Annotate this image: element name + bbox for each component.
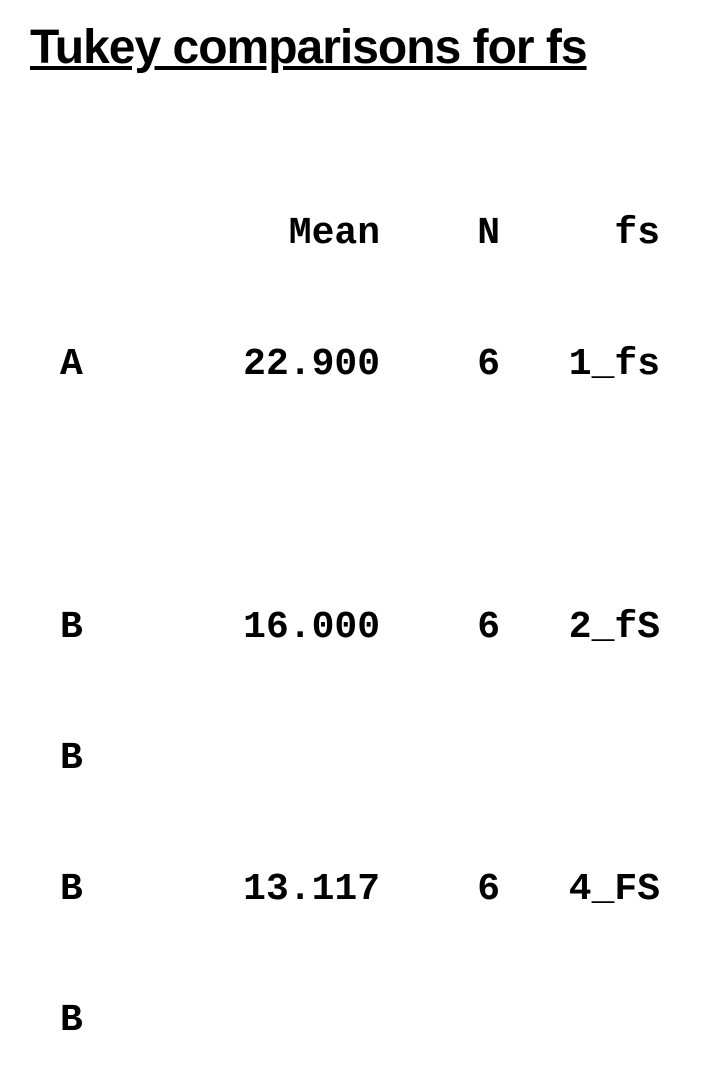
header-fs: fs <box>500 212 660 256</box>
table-row: B <box>60 737 690 781</box>
cell-fs: 4_FS <box>500 868 660 912</box>
cell-fs <box>500 475 660 519</box>
cell-mean <box>190 999 380 1043</box>
table-row: B 13.117 6 4_FS <box>60 868 690 912</box>
cell-n <box>380 737 500 781</box>
table-row: B <box>60 999 690 1043</box>
page-title: Tukey comparisons for fs <box>30 20 690 75</box>
tukey-table: Mean N fs A 22.900 6 1_fs B 16.000 6 2_f… <box>30 125 690 1080</box>
cell-mean: 22.900 <box>190 343 380 387</box>
cell-mean <box>190 737 380 781</box>
header-group <box>60 212 190 256</box>
cell-group <box>60 475 190 519</box>
table-row: A 22.900 6 1_fs <box>60 343 690 387</box>
cell-fs <box>500 737 660 781</box>
cell-group: B <box>60 606 190 650</box>
cell-n <box>380 999 500 1043</box>
table-row: B 16.000 6 2_fS <box>60 606 690 650</box>
header-mean: Mean <box>190 212 380 256</box>
cell-n <box>380 475 500 519</box>
cell-group: B <box>60 737 190 781</box>
cell-group: A <box>60 343 190 387</box>
table-row <box>60 475 690 519</box>
cell-n: 6 <box>380 343 500 387</box>
cell-fs: 1_fs <box>500 343 660 387</box>
cell-mean: 13.117 <box>190 868 380 912</box>
cell-n: 6 <box>380 606 500 650</box>
cell-group: B <box>60 999 190 1043</box>
table-header-row: Mean N fs <box>60 212 690 256</box>
header-n: N <box>380 212 500 256</box>
cell-mean <box>190 475 380 519</box>
cell-n: 6 <box>380 868 500 912</box>
cell-mean: 16.000 <box>190 606 380 650</box>
cell-fs <box>500 999 660 1043</box>
cell-group: B <box>60 868 190 912</box>
cell-fs: 2_fS <box>500 606 660 650</box>
